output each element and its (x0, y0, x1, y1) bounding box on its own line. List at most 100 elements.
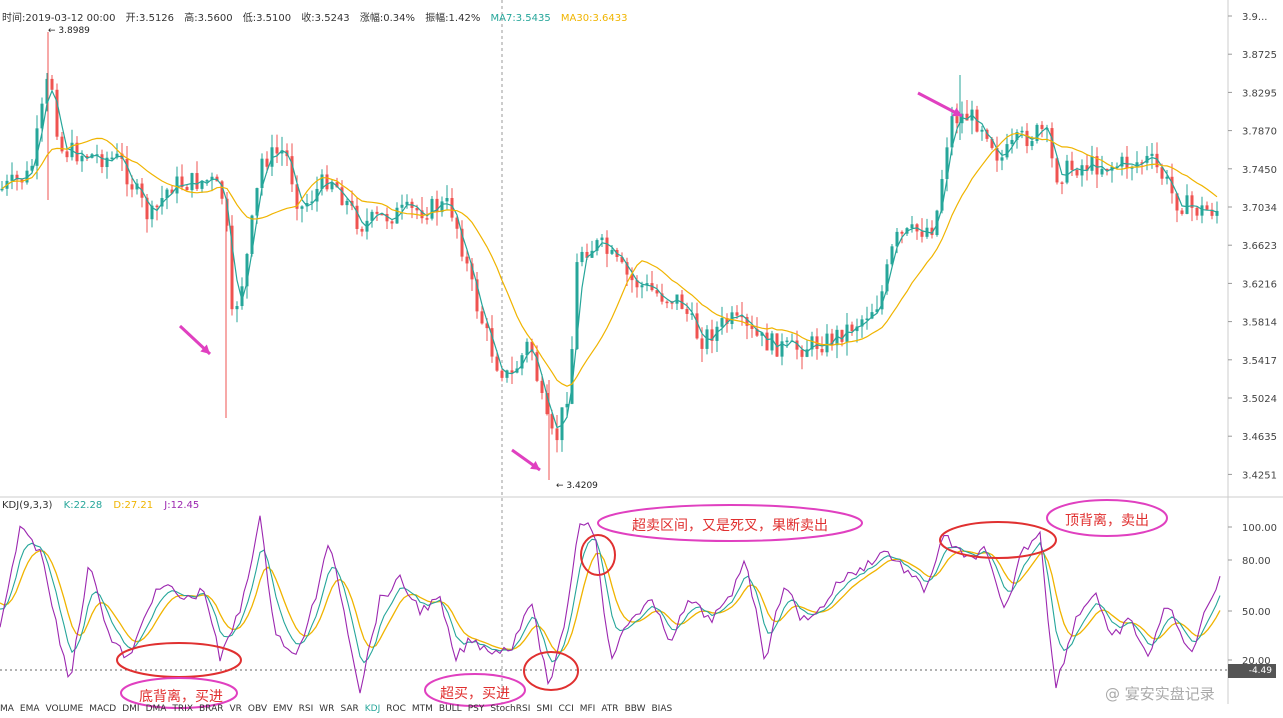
candle-body (240, 286, 244, 307)
indicator-tab-bias[interactable]: BIAS (651, 704, 673, 714)
candle-body (945, 147, 949, 180)
indicator-tab-psy[interactable]: PSY (467, 704, 485, 714)
indicator-tab-ema[interactable]: EMA (19, 704, 40, 714)
indicator-tab-trix[interactable]: TRIX (172, 704, 193, 714)
candle-body (405, 201, 409, 205)
candle-body (1070, 160, 1074, 170)
indicator-tab-volume[interactable]: VOLUME (45, 704, 84, 714)
indicator-tab-atr[interactable]: ATR (601, 704, 619, 714)
ma7-label: MA7:3.5435 (490, 13, 551, 24)
indicator-tab-rsi[interactable]: RSI (298, 704, 314, 714)
candle-body (1010, 139, 1014, 145)
candle-body (620, 256, 624, 263)
candle-body (125, 158, 129, 185)
candle-body (190, 173, 194, 191)
candle-body (185, 187, 189, 191)
candle-body (225, 198, 229, 226)
candle-body (155, 205, 159, 208)
candle-body (80, 155, 84, 162)
candle-body (640, 285, 644, 288)
candle-body (1065, 160, 1069, 183)
candle-body (105, 157, 109, 168)
ohlc-info: 时间:2019-03-12 00:00 开:3.5126 高:3.5600 低:… (2, 9, 634, 24)
candle-body (545, 393, 549, 415)
price-tick-label: 3.6216 (1242, 279, 1277, 290)
ma7-line (1, 89, 1218, 429)
d-value: D:27.21 (113, 500, 154, 511)
candle-body (1055, 158, 1059, 183)
candle-body (1140, 162, 1144, 164)
candle-body (245, 253, 249, 287)
candle-body (1210, 209, 1214, 216)
candle-body (680, 294, 684, 309)
candle-body (310, 201, 314, 204)
indicator-tab-bull[interactable]: BULL (438, 704, 462, 714)
candle-body (1025, 130, 1029, 147)
indicator-tab-cci[interactable]: CCI (558, 704, 574, 714)
indicator-tab-smi[interactable]: SMI (536, 704, 553, 714)
kdj-d-line (0, 550, 1221, 653)
indicator-tab-dmi[interactable]: DMI (122, 704, 140, 714)
candle-body (575, 262, 579, 350)
indicator-tab-brar[interactable]: BRAR (199, 704, 224, 714)
candle-body (160, 198, 164, 207)
indicator-bar: MA EMA VOLUME MACD DMI DMA TRIX BRAR VR OBV EMV RSI… (0, 704, 1283, 718)
candle-body (710, 329, 714, 341)
indicator-tab-obv[interactable]: OBV (247, 704, 268, 714)
indicator-tab-mtm[interactable]: MTM (411, 704, 433, 714)
candle-body (255, 188, 259, 216)
candle-body (325, 174, 329, 190)
top-divergence-circle (939, 521, 1057, 559)
candle-body (630, 274, 634, 281)
candle-body (290, 156, 294, 185)
price-tick-label: 3.5814 (1242, 318, 1277, 329)
indicator-tab-vr[interactable]: VR (229, 704, 242, 714)
candle-body (555, 428, 559, 441)
indicator-tab-stochrsi[interactable]: StochRSI (490, 704, 531, 714)
indicator-tab-emv[interactable]: EMV (273, 704, 293, 714)
candle-body (1035, 124, 1039, 141)
candle-body (1160, 167, 1164, 179)
candle-body (765, 332, 769, 351)
candle-body (920, 231, 924, 237)
indicator-tab-roc[interactable]: ROC (386, 704, 406, 714)
kdj-k-line (0, 538, 1221, 664)
candle-body (690, 313, 694, 315)
candle-body (260, 158, 264, 189)
candle-body (820, 348, 824, 353)
watermark: @ 宴安实盘记录 (1105, 685, 1215, 703)
candle-body (1075, 169, 1079, 176)
indicator-tab-ma[interactable]: MA (0, 704, 14, 714)
indicator-tab-mfi[interactable]: MFI (579, 704, 596, 714)
open-label: 开:3.5126 (125, 13, 175, 24)
candle-body (700, 338, 704, 349)
candle-body (1195, 207, 1199, 216)
candle-body (250, 215, 254, 254)
candle-body (610, 249, 614, 254)
candle-body (430, 198, 434, 219)
indicator-tab-sar[interactable]: SAR (340, 704, 359, 714)
high-price-label: ← 3.8989 (48, 26, 90, 36)
candle-body (375, 211, 379, 214)
candle-body (320, 174, 324, 189)
indicator-tab-bbw[interactable]: BBW (624, 704, 646, 714)
candle-body (735, 312, 739, 316)
candle-body (460, 228, 464, 257)
candle-body (760, 332, 764, 336)
price-tick-label: 3.7034 (1242, 203, 1277, 214)
candle-body (855, 326, 859, 332)
change-label: 涨幅:0.34% (359, 13, 415, 24)
j-value: J:12.45 (164, 500, 200, 511)
candle-body (1190, 195, 1194, 208)
indicator-tab-dma[interactable]: DMA (145, 704, 167, 714)
indicator-tab-kdj[interactable]: KDJ (364, 704, 381, 714)
candle-body (1105, 168, 1109, 171)
candle-body (725, 318, 729, 324)
price-tick-label: 3.8295 (1242, 88, 1277, 99)
candle-body (455, 217, 459, 229)
indicator-tab-wr[interactable]: WR (319, 704, 335, 714)
candle-body (485, 323, 489, 329)
indicator-tab-macd[interactable]: MACD (89, 704, 117, 714)
candle-body (1120, 156, 1124, 167)
